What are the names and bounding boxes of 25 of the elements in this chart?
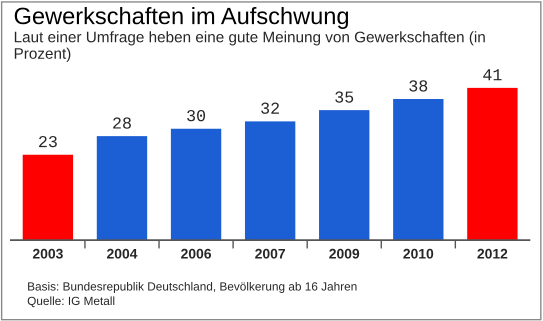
data-label: 38	[409, 80, 428, 92]
bar	[22, 154, 74, 240]
text: Basis: Bundesrepublik Deutschland, Bevölkerung ab 16 Jahren	[28, 282, 356, 293]
bar	[244, 121, 296, 240]
x-tick-label: 2003	[32, 248, 63, 259]
x-tick-label: 2010	[403, 248, 434, 259]
x-tick-label: 2004	[107, 248, 138, 259]
data-label: 41	[483, 69, 502, 80]
data-label: 23	[39, 136, 57, 148]
data-label: 32	[261, 102, 279, 114]
data-label: 30	[187, 110, 206, 122]
x-tick-label: 2009	[329, 248, 360, 259]
source-note: Quelle: IG Metall	[28, 296, 114, 308]
bar	[393, 99, 444, 240]
x-tick-label: 2007	[255, 248, 285, 259]
data-label: 35	[335, 91, 354, 103]
x-tick-label: 2012	[477, 248, 508, 259]
bar	[467, 88, 518, 240]
bar	[170, 128, 222, 240]
data-label: 28	[113, 117, 131, 129]
chart-title: Gewerkschaften im Aufschwung	[14, 6, 348, 29]
bar	[96, 136, 148, 240]
x-tick-label: 2006	[181, 248, 212, 259]
chart-subtitle: Laut einer Umfrage heben eine gute Meinung von Gewerkschaften (in Prozent)	[14, 31, 485, 62]
bar	[319, 110, 370, 240]
